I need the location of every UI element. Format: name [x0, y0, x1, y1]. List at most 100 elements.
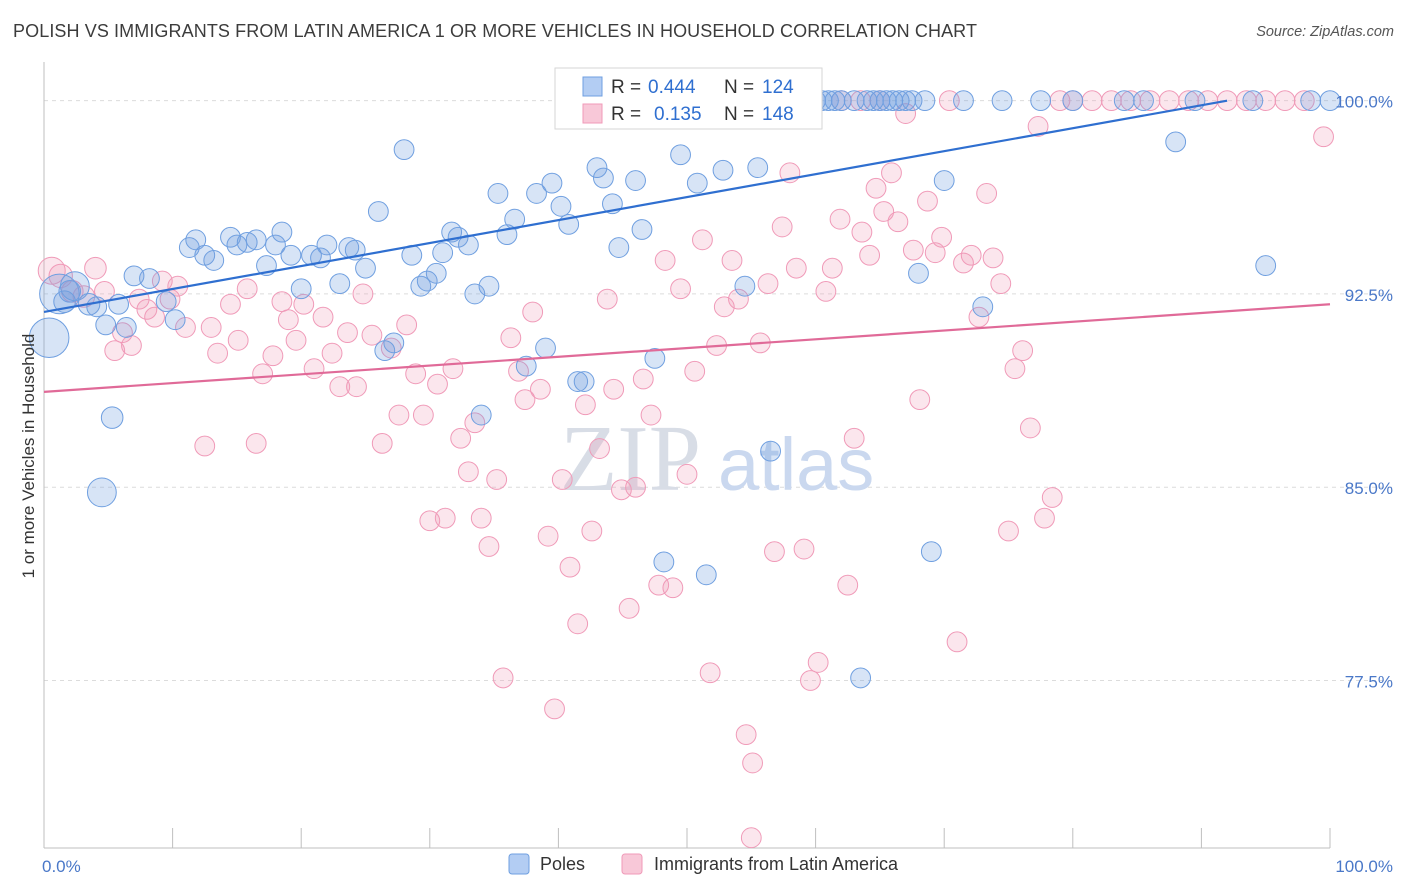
- poles-point-102: [875, 90, 897, 112]
- latin-point-48: [457, 461, 479, 483]
- poles-point-76: [686, 172, 708, 194]
- poles-point-19: [203, 250, 225, 271]
- poles-point-69: [631, 219, 653, 240]
- latin-point-61: [551, 469, 573, 490]
- poles-point-100: [863, 90, 884, 112]
- poles-point-123: [1319, 90, 1341, 112]
- poles-point-115: [1062, 90, 1084, 112]
- latin-point-17: [200, 317, 222, 338]
- latin-point-6: [104, 340, 126, 362]
- stats-legend-swatch-poles: [582, 76, 603, 97]
- poles-point-107: [908, 262, 929, 284]
- poles-point-72: [653, 551, 675, 573]
- poles-trend-line: [43, 99, 1228, 314]
- poles-point-108: [914, 90, 936, 112]
- stats-legend: R = 0.444 N = 124 R = 0.135 N = 148: [554, 67, 823, 130]
- latin-point-40: [396, 314, 418, 336]
- stats-n-label-latin: N =: [724, 104, 754, 125]
- latin-point-101: [843, 427, 865, 449]
- latin-point-55: [508, 360, 529, 382]
- stats-legend-swatch-latin: [582, 103, 603, 124]
- poles-point-21: [226, 234, 248, 256]
- latin-point-44: [427, 373, 448, 395]
- latin-point-59: [537, 525, 559, 547]
- poles-point-112: [972, 296, 994, 318]
- latin-trend-line: [43, 303, 1331, 393]
- latin-point-87: [742, 752, 763, 774]
- y-tick-label-2: 85.0%: [1345, 479, 1393, 498]
- latin-point-124: [1012, 340, 1034, 362]
- poles-point-6: [58, 280, 82, 303]
- latin-point-126: [1027, 116, 1049, 137]
- latin-point-78: [676, 463, 698, 485]
- poles-point-58: [550, 195, 572, 217]
- latin-point-45: [434, 507, 456, 529]
- latin-point-54: [500, 327, 522, 349]
- latin-point-107: [887, 211, 909, 233]
- latin-point-64: [575, 394, 596, 416]
- legend-swatch-poles: [508, 853, 530, 875]
- latin-point-80: [692, 229, 713, 251]
- poles-point-106: [901, 90, 923, 112]
- poles-point-43: [425, 262, 447, 284]
- poles-point-15: [164, 309, 186, 331]
- poles-point-36: [367, 201, 389, 222]
- poles-point-14: [155, 291, 177, 313]
- poles-point-57: [541, 172, 563, 194]
- latin-point-58: [529, 378, 551, 400]
- stats-n-value-latin: 148: [762, 104, 794, 125]
- poles-point-118: [1165, 131, 1187, 153]
- latin-point-67: [596, 288, 618, 310]
- stats-r-label-poles: R =: [611, 77, 641, 98]
- latin-point-34: [346, 376, 367, 398]
- poles-point-122: [1300, 90, 1322, 112]
- poles-point-17: [185, 229, 207, 251]
- poles-point-113: [991, 90, 1013, 112]
- poles-point-42: [416, 270, 438, 292]
- latin-point-70: [618, 597, 640, 619]
- poles-point-32: [329, 273, 351, 295]
- latin-point-47: [450, 427, 472, 449]
- latin-point-134: [1139, 90, 1161, 112]
- poles-point-99: [856, 90, 878, 112]
- latin-point-21: [236, 278, 258, 300]
- latin-point-50: [470, 507, 492, 529]
- stats-n-label-poles: N =: [724, 77, 754, 98]
- latin-point-68: [603, 378, 625, 400]
- poles-point-104: [888, 90, 910, 112]
- latin-point-11: [144, 306, 165, 328]
- latin-point-109: [902, 239, 924, 261]
- poles-point-26: [271, 221, 293, 243]
- latin-point-135: [1158, 90, 1180, 112]
- latin-point-79: [684, 360, 706, 382]
- latin-point-76: [662, 577, 684, 599]
- poles-point-61: [573, 371, 595, 392]
- y-tick-label-1: 92.5%: [1345, 286, 1393, 305]
- latin-point-142: [1293, 90, 1315, 112]
- poles-point-23: [245, 229, 267, 251]
- latin-point-89: [757, 273, 779, 295]
- x-tick-label-0: 0.0%: [42, 857, 81, 876]
- grid-lines: [44, 100, 1395, 681]
- latin-point-65: [581, 520, 603, 542]
- x-tick-labels: 0.0% 100.0%: [42, 857, 1393, 876]
- latin-point-93: [785, 257, 807, 279]
- legend-swatch-latin: [621, 853, 643, 875]
- poles-point-110: [933, 170, 955, 191]
- poles-point-8: [86, 296, 108, 318]
- latin-point-117: [960, 244, 982, 266]
- latin-point-100: [837, 574, 859, 596]
- x-tick-label-1: 100.0%: [1335, 857, 1393, 876]
- latin-point-133: [1120, 90, 1142, 112]
- latin-point-60: [544, 698, 565, 720]
- poles-point-50: [478, 275, 500, 297]
- latin-point-129: [1049, 90, 1071, 112]
- latin-point-33: [337, 322, 358, 343]
- latin-point-110: [909, 389, 931, 410]
- poles-point-77: [695, 564, 717, 586]
- latin-point-20: [227, 329, 249, 351]
- poles-point-66: [608, 237, 630, 258]
- legend-label-poles: Poles: [540, 854, 585, 874]
- poles-point-55: [526, 183, 547, 204]
